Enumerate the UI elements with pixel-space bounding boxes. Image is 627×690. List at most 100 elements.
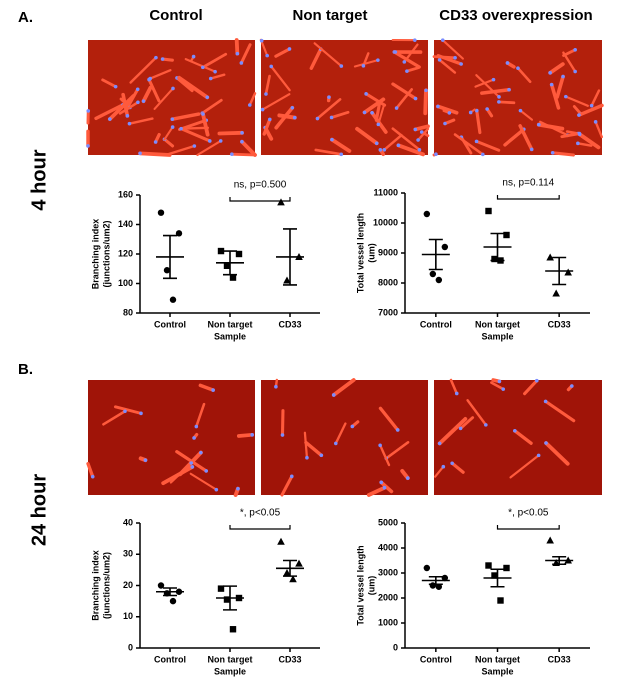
point xyxy=(223,596,231,603)
cell xyxy=(443,121,447,126)
vessel xyxy=(113,405,143,415)
cell xyxy=(143,458,148,462)
vessel xyxy=(196,139,222,157)
vessel xyxy=(189,472,218,491)
y-tick-label: 40 xyxy=(123,517,133,527)
cell xyxy=(376,122,381,127)
cell xyxy=(236,486,240,491)
cell xyxy=(544,441,548,445)
cell xyxy=(440,38,445,42)
cell xyxy=(434,152,438,157)
point xyxy=(283,569,291,576)
cell xyxy=(413,96,418,101)
error-bar xyxy=(163,234,177,280)
y-axis-label: (um) xyxy=(366,576,376,596)
cell xyxy=(154,55,158,60)
point xyxy=(441,574,449,582)
cell xyxy=(577,113,581,117)
point xyxy=(491,572,498,579)
cell xyxy=(378,148,383,152)
cell xyxy=(339,64,344,68)
error-bar xyxy=(552,256,567,286)
cell xyxy=(382,485,387,490)
cell xyxy=(394,106,399,110)
vessel xyxy=(523,379,539,396)
cell xyxy=(505,61,510,65)
cell xyxy=(269,64,274,69)
micrographs xyxy=(86,38,604,497)
cell xyxy=(549,82,554,87)
vessel xyxy=(240,139,257,157)
vessel xyxy=(577,103,604,117)
vessel xyxy=(170,112,201,121)
x-tick-label: Control xyxy=(154,654,186,664)
cell xyxy=(315,116,320,121)
cell xyxy=(208,76,213,81)
cell xyxy=(405,476,410,480)
vessel xyxy=(201,112,210,137)
y-tick-label: 3000 xyxy=(378,567,398,577)
y-tick-label: 120 xyxy=(118,248,133,258)
vessel xyxy=(261,93,291,111)
vessel xyxy=(355,126,379,146)
cell xyxy=(573,47,577,52)
vessel xyxy=(391,82,418,101)
vessel xyxy=(413,124,430,132)
vessel xyxy=(280,474,294,497)
point xyxy=(552,289,560,297)
x-tick-label: Non target xyxy=(475,654,520,664)
cell xyxy=(536,453,541,458)
vessel xyxy=(264,74,271,96)
vessel xyxy=(519,109,534,121)
vessel xyxy=(564,95,589,107)
cell xyxy=(201,65,205,70)
column-header: Control xyxy=(149,7,202,24)
point xyxy=(423,564,431,572)
vessel xyxy=(497,100,516,105)
vessel xyxy=(141,85,153,104)
cell xyxy=(513,429,517,433)
y-tick-label: 2000 xyxy=(378,592,398,602)
point xyxy=(217,247,225,255)
cell xyxy=(424,88,428,93)
y-axis-label: Total vessel length xyxy=(355,213,365,293)
cell xyxy=(264,92,268,96)
cell xyxy=(191,54,196,59)
vessel xyxy=(513,429,533,445)
cell xyxy=(577,131,582,136)
point xyxy=(169,296,177,303)
vessel xyxy=(480,87,511,95)
cell xyxy=(412,38,417,42)
point xyxy=(169,597,177,605)
error-bar xyxy=(490,568,505,588)
cell xyxy=(136,100,140,105)
cell xyxy=(376,58,380,62)
y-tick-label: 10 xyxy=(123,611,133,621)
cell xyxy=(518,108,523,113)
vessel xyxy=(121,92,130,118)
vessel xyxy=(303,431,309,459)
cell xyxy=(330,137,334,142)
cell xyxy=(395,428,400,432)
error-bar xyxy=(223,250,237,276)
error-bar xyxy=(428,238,443,271)
cell xyxy=(305,455,309,460)
vessel xyxy=(555,74,565,99)
vessel xyxy=(374,100,382,122)
x-tick-label: Control xyxy=(154,319,186,329)
cell xyxy=(350,424,355,429)
point xyxy=(435,583,443,590)
cell xyxy=(454,391,459,396)
cell xyxy=(382,148,387,152)
cell xyxy=(194,424,199,429)
vessel xyxy=(209,73,226,80)
vessel xyxy=(149,69,172,80)
vessel xyxy=(490,381,505,391)
cell xyxy=(458,426,463,431)
point xyxy=(283,276,291,284)
point xyxy=(503,564,510,572)
cell xyxy=(379,480,384,485)
cell xyxy=(207,139,212,143)
cell xyxy=(507,87,511,92)
